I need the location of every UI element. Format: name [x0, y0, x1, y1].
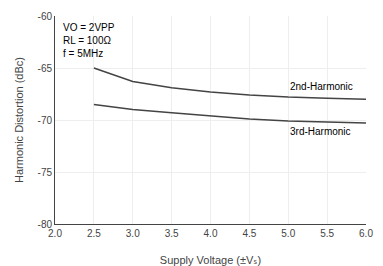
svg-text:5.0: 5.0 [281, 228, 295, 239]
svg-text:3.5: 3.5 [165, 228, 179, 239]
svg-text:-60: -60 [38, 11, 53, 22]
svg-text:3rd-Harmonic: 3rd-Harmonic [290, 126, 351, 137]
svg-text:VO = 2VPPRL = 100Ωf = 5MHz: VO = 2VPPRL = 100Ωf = 5MHz [63, 22, 115, 59]
svg-text:Harmonic Distortion (dBc): Harmonic Distortion (dBc) [13, 57, 25, 183]
svg-text:Supply Voltage (±Vₛ): Supply Voltage (±Vₛ) [160, 254, 261, 266]
svg-text:5.5: 5.5 [320, 228, 334, 239]
svg-text:2.0: 2.0 [48, 228, 62, 239]
svg-text:2nd-Harmonic: 2nd-Harmonic [290, 81, 353, 92]
svg-text:-70: -70 [38, 115, 53, 126]
svg-text:2.5: 2.5 [87, 228, 101, 239]
svg-text:6.0: 6.0 [359, 228, 373, 239]
svg-text:-75: -75 [38, 167, 53, 178]
svg-text:4.5: 4.5 [242, 228, 256, 239]
svg-text:3.0: 3.0 [126, 228, 140, 239]
svg-text:4.0: 4.0 [204, 228, 218, 239]
svg-text:-65: -65 [38, 63, 53, 74]
svg-text:-80: -80 [38, 219, 53, 230]
